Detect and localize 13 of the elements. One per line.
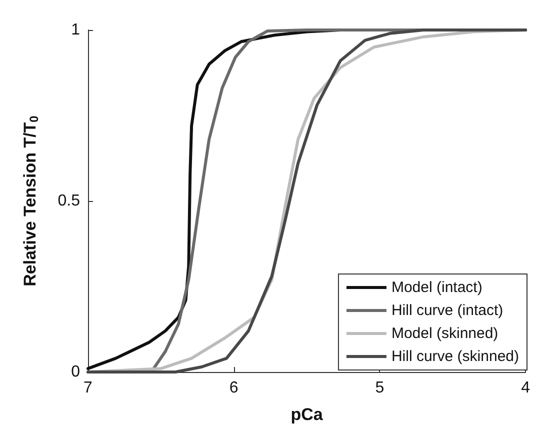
legend-label: Model (intact) [391,279,482,296]
x-tick-label: 4 [521,380,530,396]
y-tick-label: 1 [71,22,80,38]
x-tick-label: 7 [84,380,93,396]
x-tick-label: 6 [229,380,238,396]
y-tick-label: 0.5 [58,192,80,210]
y-axis-title: Relative Tension T/T0 [20,115,41,286]
legend-label: Hill curve (intact) [391,302,504,319]
legend-label: Model (skinned) [391,325,498,342]
x-axis-title: pCa [290,405,324,424]
legend-label: Hill curve (skinned) [391,348,520,365]
y-tick-label: 0 [71,364,80,380]
x-tick-label: 5 [375,380,384,396]
